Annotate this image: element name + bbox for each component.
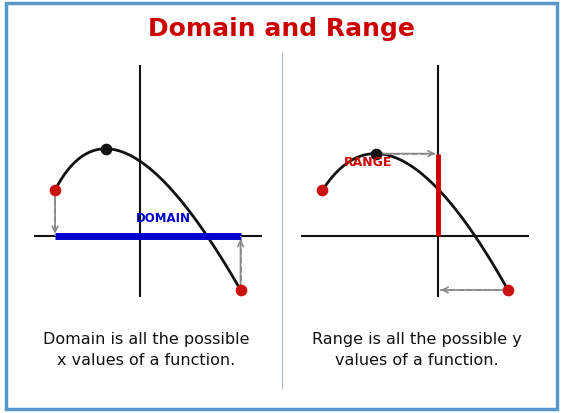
- Text: Domain and Range: Domain and Range: [148, 17, 415, 41]
- Text: Range is all the possible y
values of a function.: Range is all the possible y values of a …: [312, 331, 521, 367]
- Text: DOMAIN: DOMAIN: [136, 211, 190, 224]
- Point: [236, 287, 245, 294]
- Point: [51, 188, 60, 194]
- Point: [371, 151, 380, 157]
- Text: RANGE: RANGE: [344, 156, 392, 169]
- Point: [503, 287, 512, 294]
- Text: Domain is all the possible
x values of a function.: Domain is all the possible x values of a…: [43, 331, 249, 367]
- Point: [318, 188, 327, 194]
- Point: [101, 146, 110, 153]
